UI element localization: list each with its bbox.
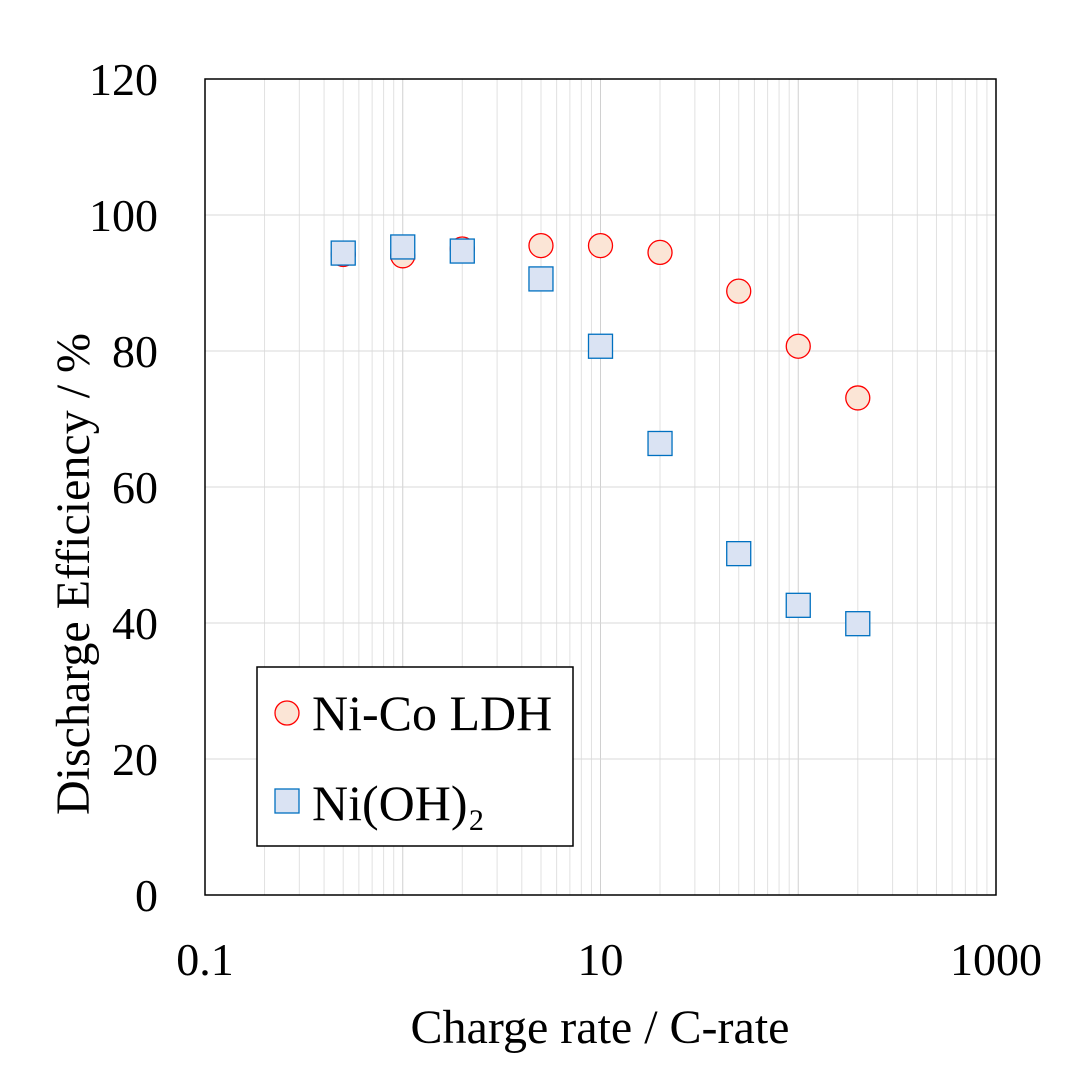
x-axis-label: Charge rate / C-rate <box>411 1001 790 1054</box>
y-tick-label: 40 <box>112 598 158 649</box>
data-point <box>647 239 673 266</box>
data-point <box>330 240 356 266</box>
y-axis-label: Discharge Efficiency / % <box>47 333 100 815</box>
legend: Ni-Co LDH Ni(OH)₂ <box>256 666 574 847</box>
data-point <box>726 278 752 304</box>
grid-major-lines <box>205 79 996 895</box>
data-point <box>587 232 614 259</box>
series-ni-oh2 <box>330 234 871 637</box>
x-tick-label: 10 <box>578 934 624 985</box>
data-point <box>390 234 416 260</box>
data-point <box>845 385 871 411</box>
x-tick-labels: 0.1 10 1000 <box>176 934 1042 985</box>
x-tick-label: 1000 <box>950 934 1042 985</box>
x-tick-label: 0.1 <box>176 934 234 985</box>
legend-label-ni-oh2: Ni(OH)₂ <box>312 775 485 831</box>
data-point <box>785 333 811 359</box>
data-point <box>647 430 673 457</box>
y-tick-label: 20 <box>112 734 158 785</box>
data-point <box>449 238 475 264</box>
data-point <box>528 266 554 292</box>
y-tick-label: 60 <box>112 462 158 513</box>
y-tick-label: 120 <box>89 54 158 105</box>
data-point <box>587 333 614 359</box>
y-tick-label: 100 <box>89 190 158 241</box>
legend-marker-ni-oh2 <box>274 788 300 814</box>
y-tick-label: 80 <box>112 326 158 377</box>
data-point <box>785 592 811 618</box>
legend-marker-ni-co-ldh <box>274 700 300 726</box>
legend-box <box>256 666 574 847</box>
series-layer <box>330 232 871 637</box>
y-tick-label: 0 <box>135 870 158 921</box>
y-tick-labels: 0 20 40 60 80 100 120 <box>89 54 158 921</box>
data-point <box>845 611 871 637</box>
plot-area-frame <box>204 78 997 896</box>
legend-label-ni-co-ldh: Ni-Co LDH <box>312 685 552 741</box>
data-point <box>528 232 554 259</box>
data-point <box>726 540 752 567</box>
